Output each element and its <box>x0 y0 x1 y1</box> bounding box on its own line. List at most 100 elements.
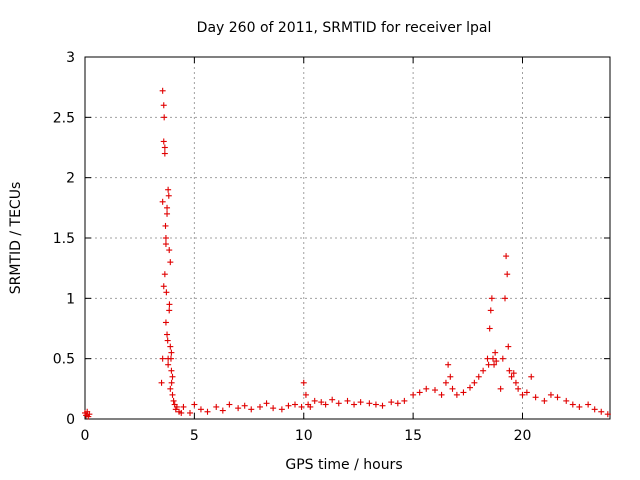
data-point <box>487 307 494 314</box>
data-point <box>322 401 329 408</box>
data-point <box>160 138 167 145</box>
data-point <box>475 373 482 380</box>
data-point <box>162 241 169 248</box>
data-point <box>173 403 180 410</box>
y-tick-label: 0 <box>66 412 75 428</box>
data-point <box>357 399 364 406</box>
data-point <box>169 373 176 380</box>
data-point <box>159 355 166 362</box>
data-point <box>598 408 605 415</box>
data-point <box>508 373 515 380</box>
data-point <box>512 379 519 386</box>
x-tick-label: 10 <box>295 428 313 444</box>
data-point <box>505 343 512 350</box>
data-point <box>158 379 165 386</box>
data-point <box>166 301 173 308</box>
data-point <box>497 385 504 392</box>
data-point <box>161 144 168 151</box>
data-point <box>467 384 473 391</box>
data-point <box>168 367 175 374</box>
data-point <box>351 401 358 408</box>
data-point <box>563 397 570 404</box>
data-point <box>499 355 506 362</box>
data-point <box>263 400 270 407</box>
data-point <box>163 289 170 296</box>
data-point <box>519 391 526 398</box>
data-point <box>344 397 351 404</box>
data-point <box>442 379 449 386</box>
data-point <box>285 402 292 409</box>
x-axis-label: GPS time / hours <box>285 457 402 473</box>
data-point <box>219 407 226 414</box>
data-point <box>204 408 211 415</box>
data-point <box>162 222 169 229</box>
data-point <box>432 387 438 394</box>
data-point <box>292 401 298 408</box>
data-point <box>449 385 456 392</box>
data-point <box>410 391 417 398</box>
data-point <box>161 271 168 278</box>
data-point <box>165 186 172 193</box>
data-point <box>164 337 171 344</box>
data-point <box>489 355 496 362</box>
data-point <box>510 370 517 377</box>
data-point <box>492 349 499 356</box>
data-point <box>170 397 177 404</box>
data-point <box>318 399 325 406</box>
data-point <box>491 361 498 368</box>
data-point <box>164 210 171 217</box>
x-tick-label: 15 <box>404 428 422 444</box>
data-point <box>164 204 171 211</box>
data-point <box>554 394 561 401</box>
data-point <box>515 385 522 392</box>
data-point <box>159 198 166 205</box>
data-point <box>488 295 495 302</box>
data-point <box>159 87 166 94</box>
data-point <box>167 343 174 350</box>
data-point <box>453 391 460 398</box>
data-point <box>165 192 172 199</box>
y-tick-label: 3 <box>66 50 75 66</box>
y-axis-label: SRMTID / TECUs <box>8 182 24 295</box>
data-point <box>311 397 318 404</box>
data-point <box>166 307 173 314</box>
data-point <box>160 102 167 109</box>
data-point <box>329 396 336 403</box>
data-point <box>161 114 168 121</box>
data-point <box>585 401 592 408</box>
chart-title: Day 260 of 2011, SRMTID for receiver lpa… <box>197 20 492 36</box>
data-point <box>486 325 493 332</box>
y-tick-label: 1.5 <box>53 231 75 247</box>
data-point <box>160 283 167 290</box>
data-point <box>226 401 233 408</box>
data-point <box>300 379 307 386</box>
data-point <box>401 397 408 404</box>
data-point <box>445 361 452 368</box>
y-tick-label: 0.5 <box>53 352 75 368</box>
data-point <box>460 389 467 396</box>
data-point <box>235 405 242 412</box>
data-point <box>335 400 342 407</box>
data-point <box>506 367 513 374</box>
data-point <box>547 391 554 398</box>
data-point <box>541 397 548 404</box>
x-axis: 0 5 10 15 20 <box>81 57 531 444</box>
y-tick-label: 1 <box>66 291 75 307</box>
data-point <box>167 355 174 362</box>
data-point <box>168 379 175 386</box>
data-point <box>591 406 598 413</box>
data-point <box>379 402 386 409</box>
data-point <box>197 406 204 413</box>
data-point <box>471 379 478 386</box>
y-tick-label: 2 <box>66 171 75 187</box>
data-point <box>416 389 423 396</box>
data-point <box>162 319 169 326</box>
data-point <box>270 405 277 412</box>
data-points <box>82 87 611 420</box>
data-point <box>180 403 187 410</box>
data-point <box>162 235 169 241</box>
x-tick-label: 0 <box>81 428 90 444</box>
data-point <box>504 271 511 278</box>
data-point <box>576 403 583 410</box>
